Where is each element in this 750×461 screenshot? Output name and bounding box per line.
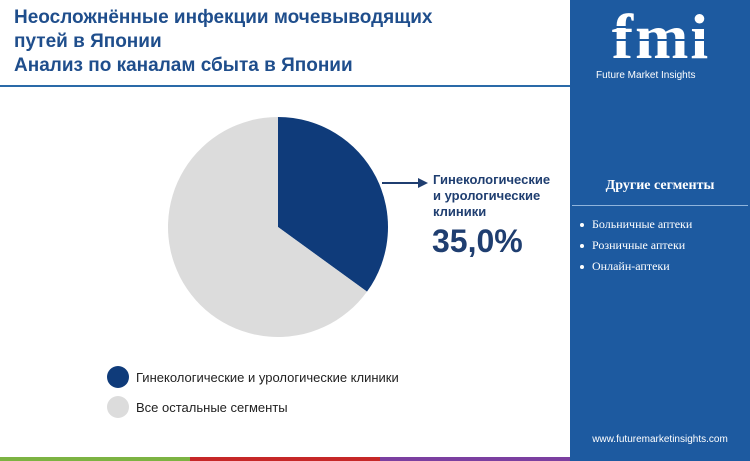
fmi-logo-mark: fmi [598, 6, 724, 64]
title-line-2: путей в Японии [14, 31, 162, 52]
bullet-icon [580, 265, 584, 270]
callout-arrow-head-icon [418, 178, 428, 188]
bottom-color-bar [0, 457, 570, 461]
legend-swatch [107, 366, 129, 388]
legend-item: Гинекологические и урологические клиники [107, 366, 399, 388]
other-segments-list: Больничные аптеки Розничные аптеки Онлай… [580, 214, 692, 277]
title-divider [0, 85, 570, 87]
title-line-3: Анализ по каналам сбыта в Японии [14, 55, 353, 76]
pie-slice-1 [167, 117, 367, 337]
bullet-icon [580, 244, 584, 249]
sidebar-panel [570, 0, 750, 461]
other-segment-item: Онлайн-аптеки [580, 256, 692, 277]
callout-label-line: Гинекологические [433, 172, 551, 187]
callout-value: 35,0% [432, 223, 523, 259]
other-segments-divider [572, 205, 748, 206]
page-title: Неосложнённые инфекции мочевыводящих пут… [14, 6, 554, 78]
legend-label: Все остальные сегменты [136, 399, 288, 415]
legend-label: Гинекологические и урологические клиники [136, 369, 399, 385]
title-line-1: Неосложнённые инфекции мочевыводящих [14, 7, 433, 28]
website-link[interactable]: www.futuremarketinsights.com [592, 434, 728, 445]
chart-legend: Гинекологические и урологические клиники… [107, 366, 399, 426]
bullet-icon [580, 223, 584, 228]
logo-text: fmi [612, 6, 710, 64]
other-segments-title: Другие сегменты [605, 178, 715, 193]
bottom-bar-segment [380, 457, 570, 461]
bottom-bar-segment [0, 457, 190, 461]
other-segment-label: Больничные аптеки [592, 217, 693, 231]
fmi-logo: fmi Future Market Insights [596, 6, 726, 88]
other-segment-item: Больничные аптеки [580, 214, 692, 235]
legend-item: Все остальные сегменты [107, 396, 399, 418]
other-segment-item: Розничные аптеки [580, 235, 692, 256]
logo-subtitle: Future Market Insights [596, 70, 696, 81]
callout-label: Гинекологические и урологические клиники [433, 172, 573, 220]
other-segment-label: Онлайн-аптеки [592, 259, 670, 273]
pie-slice-0 [278, 117, 388, 292]
callout-label-line: клиники [433, 204, 487, 219]
callout-label-line: и урологические [433, 188, 541, 203]
legend-swatch [107, 396, 129, 418]
pie-chart [167, 117, 428, 337]
bottom-bar-segment [190, 457, 380, 461]
other-segment-label: Розничные аптеки [592, 238, 686, 252]
